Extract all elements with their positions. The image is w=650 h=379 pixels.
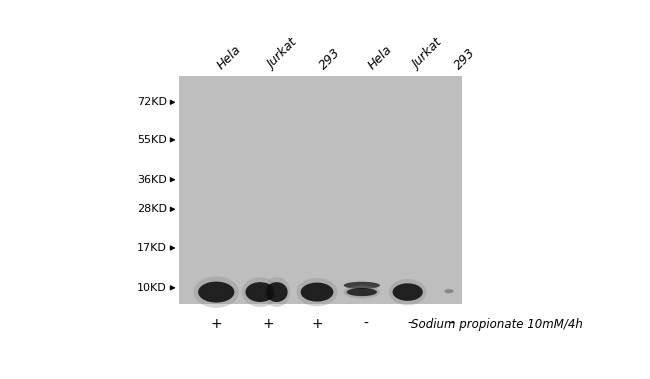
Ellipse shape [252, 288, 268, 294]
Text: 72KD: 72KD [137, 97, 167, 107]
Text: 10KD: 10KD [137, 283, 167, 293]
Ellipse shape [246, 282, 275, 302]
Ellipse shape [198, 282, 235, 302]
Ellipse shape [206, 287, 226, 295]
Text: Jurkat: Jurkat [265, 37, 300, 72]
Text: Hela: Hela [214, 42, 244, 72]
Ellipse shape [389, 279, 426, 305]
Text: +: + [211, 317, 222, 331]
Ellipse shape [393, 283, 422, 301]
Text: 293: 293 [452, 45, 478, 72]
Ellipse shape [194, 276, 239, 308]
Text: -: - [363, 317, 369, 331]
Text: Hela: Hela [366, 42, 395, 72]
Ellipse shape [399, 288, 416, 294]
Ellipse shape [344, 285, 380, 299]
Ellipse shape [263, 277, 291, 307]
Ellipse shape [346, 288, 377, 296]
Ellipse shape [445, 289, 454, 293]
Text: +: + [263, 317, 274, 331]
Bar [179, 76, 462, 304]
Ellipse shape [266, 282, 288, 302]
Text: -: - [449, 317, 454, 331]
Text: 293: 293 [317, 45, 343, 72]
Text: -: - [408, 317, 412, 331]
Ellipse shape [301, 283, 333, 302]
Ellipse shape [308, 288, 326, 294]
Text: 17KD: 17KD [137, 243, 167, 253]
Ellipse shape [270, 288, 283, 294]
Text: 55KD: 55KD [137, 135, 167, 145]
Text: 36KD: 36KD [137, 175, 167, 185]
Text: Jurkat: Jurkat [410, 37, 445, 72]
Ellipse shape [344, 282, 380, 289]
Text: Sodium propionate 10mM/4h: Sodium propionate 10mM/4h [411, 318, 582, 331]
Ellipse shape [296, 278, 337, 306]
Text: +: + [311, 317, 323, 331]
Text: 28KD: 28KD [137, 204, 167, 214]
Ellipse shape [242, 277, 278, 307]
